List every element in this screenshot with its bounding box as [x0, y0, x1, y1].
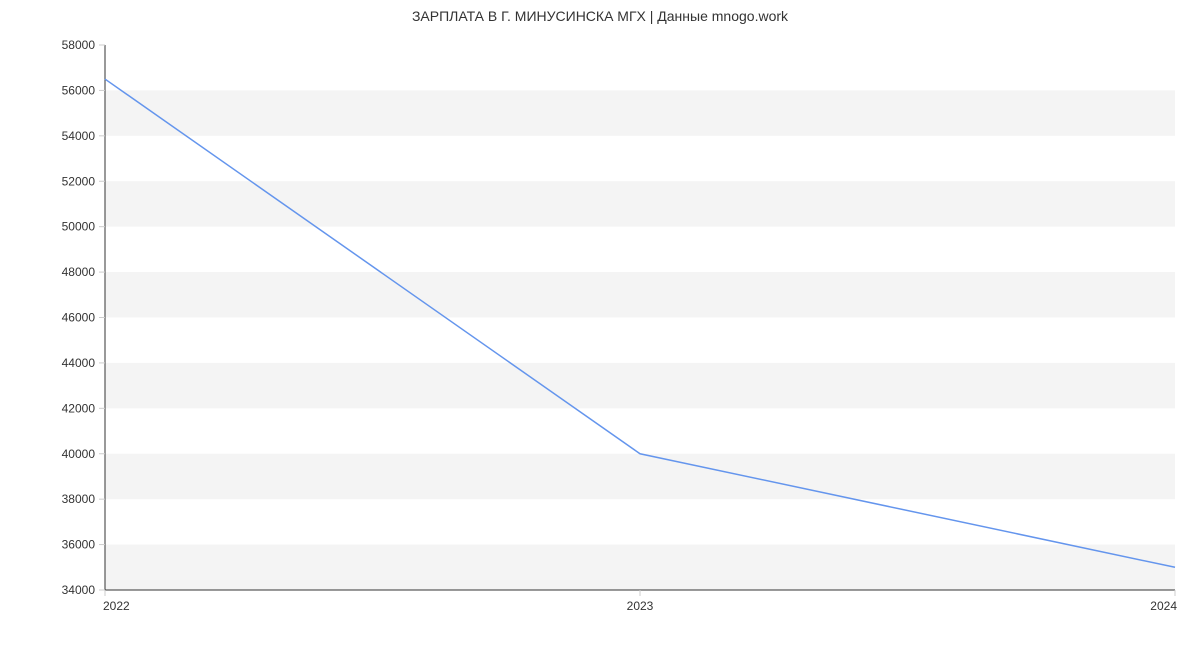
- grid-band: [105, 545, 1175, 590]
- y-tick-label: 46000: [62, 311, 96, 325]
- y-tick-label: 42000: [62, 401, 96, 415]
- y-tick-label: 48000: [62, 265, 96, 279]
- grid-band: [105, 363, 1175, 408]
- y-tick-label: 44000: [62, 356, 96, 370]
- x-tick-label: 2024: [1150, 599, 1177, 613]
- y-tick-label: 34000: [62, 583, 96, 597]
- y-tick-label: 40000: [62, 447, 96, 461]
- salary-line-chart: 34000 36000 38000 40000 42000 44000 46000 48000…: [0, 0, 1200, 650]
- grid-band: [105, 90, 1175, 135]
- grid-band: [105, 181, 1175, 226]
- grid-band: [105, 272, 1175, 317]
- y-tick-label: 50000: [62, 220, 96, 234]
- x-tick-label: 2022: [103, 599, 130, 613]
- y-tick-label: 54000: [62, 129, 96, 143]
- y-tick-label: 56000: [62, 83, 96, 97]
- y-tick-label: 38000: [62, 492, 96, 506]
- y-tick-label: 36000: [62, 538, 96, 552]
- chart-container: ЗАРПЛАТА В Г. МИНУСИНСКА МГХ | Данные mn…: [0, 0, 1200, 650]
- y-tick-label: 52000: [62, 174, 96, 188]
- grid-band: [105, 454, 1175, 499]
- x-tick-label: 2023: [627, 599, 654, 613]
- y-tick-label: 58000: [62, 38, 96, 52]
